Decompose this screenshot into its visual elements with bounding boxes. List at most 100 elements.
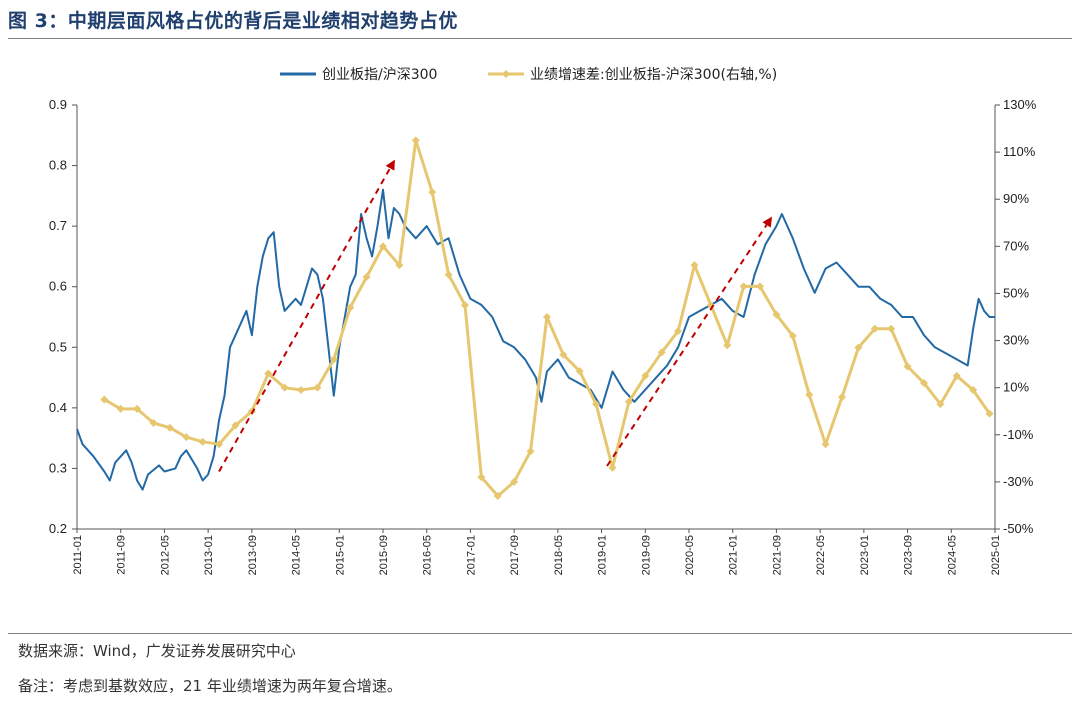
- growth-diff-point: [149, 419, 158, 427]
- growth-diff-point: [297, 386, 306, 395]
- x-tick-label: 2011-01: [72, 535, 84, 575]
- x-tick-label: 2021-01: [728, 535, 740, 575]
- growth-diff-point: [821, 440, 830, 449]
- right-tick-label: 10%: [1003, 380, 1029, 395]
- growth-diff-point: [903, 362, 912, 371]
- x-tick-label: 2025-01: [990, 535, 1002, 575]
- right-tick-label: 130%: [1003, 97, 1037, 112]
- right-tick-label: 90%: [1003, 191, 1029, 206]
- legend-label-ratio: 创业板指/沪深300: [322, 67, 437, 83]
- growth-diff-point: [952, 371, 961, 380]
- growth-diff-point: [641, 371, 650, 380]
- x-tick-label: 2018-05: [553, 535, 565, 575]
- figure-title: 图 3：中期层面风格占优的背后是业绩相对趋势占优: [8, 10, 458, 32]
- x-tick-label: 2011-09: [116, 535, 128, 575]
- growth-diff-point: [559, 350, 568, 359]
- growth-diff-point: [460, 301, 469, 310]
- right-tick-label: 70%: [1003, 238, 1029, 253]
- x-tick-label: 2022-05: [815, 535, 827, 575]
- growth-diff-point: [133, 404, 142, 413]
- growth-diff-point: [805, 390, 814, 399]
- growth-diff-point: [870, 324, 879, 333]
- growth-diff-point: [624, 397, 633, 406]
- x-tick-label: 2024-05: [946, 535, 958, 575]
- x-tick-label: 2017-09: [509, 535, 521, 575]
- legend-label-growth-diff: 业绩增速差:创业板指-沪深300(右轴,%): [530, 67, 777, 83]
- left-tick-label: 0.4: [49, 400, 67, 415]
- legend-marker-growth-diff: [502, 70, 510, 78]
- left-tick-label: 0.6: [49, 279, 67, 294]
- growth-diff-point: [887, 324, 896, 333]
- x-tick-label: 2015-01: [334, 535, 346, 575]
- right-tick-label: 110%: [1003, 144, 1036, 159]
- growth-diff-point: [674, 327, 683, 336]
- growth-diff-point: [542, 313, 551, 321]
- x-tick-label: 2012-05: [159, 535, 171, 575]
- growth-diff-point: [116, 404, 125, 413]
- growth-diff-point: [657, 348, 666, 357]
- right-tick-label: 30%: [1003, 333, 1029, 348]
- growth-diff-point: [100, 395, 109, 404]
- growth-diff-point: [395, 261, 404, 270]
- growth-diff-point: [313, 383, 322, 392]
- growth-diff-point: [608, 463, 617, 472]
- growth-diff-point: [723, 341, 732, 350]
- left-tick-label: 0.9: [49, 97, 67, 112]
- left-tick-label: 0.2: [49, 521, 67, 536]
- growth-diff-point: [198, 437, 207, 446]
- x-tick-label: 2019-09: [640, 535, 652, 575]
- growth-diff-point: [575, 367, 584, 376]
- growth-diff-point: [264, 369, 273, 378]
- growth-diff-point: [838, 393, 846, 402]
- growth-diff-point: [477, 473, 486, 482]
- growth-diff-point: [772, 310, 781, 319]
- right-tick-label: -30%: [1003, 474, 1034, 489]
- x-tick-label: 2013-01: [203, 535, 215, 575]
- x-tick-label: 2015-09: [378, 535, 390, 575]
- growth-diff-point: [379, 242, 387, 251]
- x-tick-label: 2017-01: [465, 535, 477, 575]
- x-tick-label: 2016-05: [422, 535, 434, 575]
- x-tick-label: 2020-05: [684, 535, 696, 575]
- left-tick-label: 0.3: [49, 460, 67, 475]
- left-tick-label: 0.8: [49, 158, 67, 173]
- growth-diff-point: [231, 421, 240, 430]
- growth-diff-point: [428, 188, 437, 197]
- growth-diff-point: [411, 136, 420, 145]
- left-tick-label: 0.7: [49, 218, 67, 233]
- right-tick-label: -10%: [1003, 427, 1034, 442]
- growth-diff-point: [362, 272, 371, 281]
- note-text: 备注：考虑到基数效应，21 年业绩增速为两年复合增速。: [18, 677, 402, 695]
- growth-diff-point: [756, 282, 765, 291]
- growth-diff-point: [510, 477, 519, 486]
- source-text: 数据来源：Wind，广发证券发展研究中心: [18, 642, 296, 660]
- growth-diff-point: [444, 270, 453, 279]
- footer-divider: [8, 633, 1072, 634]
- right-tick-label: -50%: [1003, 521, 1034, 536]
- x-tick-label: 2021-09: [771, 535, 783, 575]
- growth-diff-point: [739, 282, 748, 291]
- growth-diff-point: [592, 400, 601, 409]
- x-tick-label: 2023-01: [859, 535, 871, 575]
- growth-diff-point: [493, 492, 502, 501]
- trend-arrow: [606, 216, 773, 467]
- growth-diff-point: [526, 447, 535, 456]
- x-tick-label: 2014-05: [291, 535, 303, 575]
- x-tick-label: 2013-09: [247, 535, 259, 575]
- growth-diff-point: [182, 433, 191, 442]
- right-tick-label: 50%: [1003, 285, 1029, 300]
- title-divider: [8, 38, 1072, 39]
- series-line-ratio: [76, 188, 995, 491]
- growth-diff-point: [215, 440, 224, 449]
- growth-diff-point: [346, 303, 355, 312]
- trend-arrow: [218, 159, 395, 472]
- growth-diff-point: [788, 331, 797, 340]
- growth-diff-point: [329, 355, 338, 364]
- growth-diff-point: [985, 409, 994, 418]
- growth-diff-point: [690, 261, 699, 270]
- x-tick-label: 2023-09: [903, 535, 915, 575]
- growth-diff-point: [165, 423, 174, 432]
- growth-diff-point: [919, 378, 928, 387]
- growth-diff-point: [936, 400, 945, 409]
- growth-diff-point: [854, 343, 863, 352]
